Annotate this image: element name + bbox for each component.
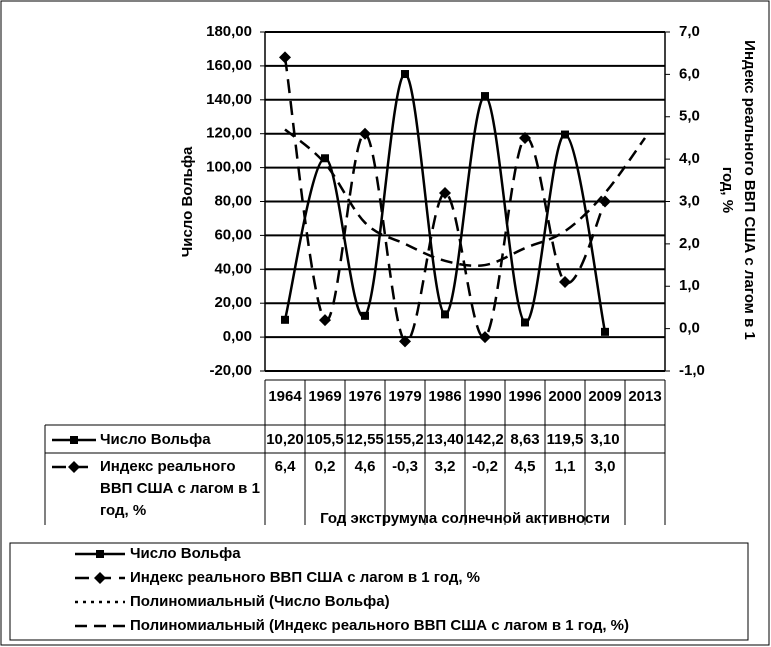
x-tick-label: 1986 (428, 388, 461, 405)
y2-tick-label: 3,0 (679, 192, 700, 209)
y2-tick-label: 1,0 (679, 277, 700, 294)
table-value: 142,2 (466, 431, 504, 448)
table-value: 155,2 (386, 431, 424, 448)
data-point (519, 131, 531, 144)
legend-marker (96, 550, 104, 558)
table-value: 3,10 (590, 431, 619, 448)
legend-marker (94, 572, 106, 584)
table-value: 4,6 (355, 458, 376, 475)
data-point (441, 310, 449, 319)
y-tick-label: 20,00 (214, 294, 252, 311)
data-point (399, 335, 411, 348)
data-point (439, 187, 451, 200)
data-point (319, 314, 331, 327)
legend-label: Полиномиальный (Число Вольфа) (130, 593, 390, 610)
y-tick-label: -20,00 (209, 362, 252, 379)
y-tick-label: 40,00 (214, 260, 252, 277)
legend-label: Полиномиальный (Индекс реального ВВП США… (130, 617, 629, 634)
y2-tick-label: 6,0 (679, 65, 700, 82)
x-tick-label: 2009 (588, 388, 621, 405)
y-tick-label: 180,00 (206, 23, 252, 40)
table-row-label: Число Вольфа (100, 431, 211, 448)
table-value: 10,20 (266, 431, 304, 448)
data-point (481, 92, 489, 101)
table-value: 3,0 (595, 458, 616, 475)
table-value: 105,5 (306, 431, 344, 448)
y2-tick-label: 7,0 (679, 23, 700, 40)
legend-box (9, 542, 749, 641)
y-tick-label: 140,00 (206, 91, 252, 108)
table-value: 12,55 (346, 431, 384, 448)
y-axis-title: Число Вольфа (179, 146, 196, 257)
y2-tick-label: 4,0 (679, 150, 700, 167)
data-point (279, 51, 291, 64)
y2-axis-title: Индекс реального ВВП США с лагом в 1 год… (719, 40, 758, 340)
data-point (601, 327, 609, 336)
y-tick-label: 160,00 (206, 57, 252, 74)
table-value: 119,5 (547, 431, 584, 448)
y-tick-label: 60,00 (214, 226, 252, 243)
x-tick-label: 1976 (348, 388, 381, 405)
x-tick-label: 1990 (468, 388, 501, 405)
y-tick-label: 80,00 (214, 192, 252, 209)
table-value: 13,40 (426, 431, 464, 448)
table-value: 0,2 (315, 458, 336, 475)
x-tick-label: 2013 (628, 388, 661, 405)
data-point (401, 70, 409, 79)
data-point (521, 318, 529, 327)
y-tick-label: 0,00 (223, 328, 252, 345)
x-tick-label: 2000 (548, 388, 581, 405)
legend-label: Число Вольфа (130, 545, 241, 562)
series-line (283, 57, 607, 343)
x-tick-label: 1979 (388, 388, 421, 405)
y2-tick-label: 5,0 (679, 108, 700, 125)
data-point (479, 331, 491, 344)
table-value: 8,63 (510, 431, 539, 448)
data-point (559, 276, 571, 289)
series-line (283, 72, 607, 333)
table-value: 6,4 (275, 458, 297, 475)
table-value: 4,5 (515, 458, 536, 475)
data-point (361, 311, 369, 320)
data-point (359, 127, 371, 140)
table-value: -0,3 (392, 458, 418, 475)
y-tick-label: 120,00 (206, 125, 252, 142)
x-tick-label: 1996 (508, 388, 541, 405)
legend-marker (68, 461, 80, 473)
y-tick-label: 100,00 (206, 159, 252, 176)
legend-marker (70, 436, 78, 444)
data-point (321, 154, 329, 163)
y2-tick-label: -1,0 (679, 362, 705, 379)
table-value: 1,1 (555, 458, 576, 475)
y2-tick-label: 0,0 (679, 320, 700, 337)
table-value: -0,2 (472, 458, 498, 475)
x-tick-label: 1964 (268, 388, 302, 405)
data-point (281, 315, 289, 324)
series-line (284, 128, 647, 268)
data-point (561, 130, 569, 139)
table-row-label: Индекс реального ВВП США с лагом в 1 год… (100, 458, 260, 519)
y2-tick-label: 2,0 (679, 235, 700, 252)
legend-label: Индекс реального ВВП США с лагом в 1 год… (130, 569, 480, 586)
x-tick-label: 1969 (308, 388, 341, 405)
data-point (599, 195, 611, 208)
table-value: 3,2 (435, 458, 456, 475)
